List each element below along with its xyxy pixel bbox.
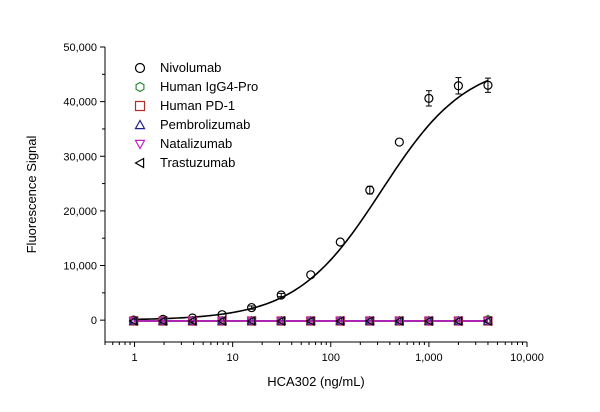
y-tick-label: 0 <box>91 315 97 327</box>
data-point <box>423 317 434 327</box>
data-point <box>217 317 228 327</box>
legend-label: Nivolumab <box>160 60 221 75</box>
data-point <box>482 317 493 327</box>
x-tick-label: 10,000 <box>510 352 544 364</box>
legend-marker <box>135 81 145 93</box>
data-point <box>394 137 404 147</box>
legend-marker <box>134 139 146 150</box>
legend-label: Human IgG4-Pro <box>160 79 258 94</box>
data-point <box>335 316 345 326</box>
data-point <box>276 290 286 300</box>
x-tick-label: 1 <box>131 352 137 364</box>
legend: Nivolumab Human IgG4-Pro Human PD-1 Pembrol… <box>134 60 258 170</box>
data-point <box>247 302 257 313</box>
data-point <box>306 270 316 280</box>
data-point <box>157 317 169 327</box>
data-point <box>246 315 256 326</box>
data-point <box>129 316 139 326</box>
data-point <box>453 316 464 326</box>
data-point <box>187 317 198 327</box>
data-point <box>335 237 345 247</box>
x-tick-label: 10 <box>227 352 239 364</box>
axes: 0 10,000 20,000 30,000 40,000 50,000 1 10 100 1,0… <box>63 42 543 364</box>
data-point <box>276 316 286 326</box>
data-point <box>365 185 375 195</box>
data-point <box>453 81 464 91</box>
data-point <box>483 316 493 326</box>
data-point <box>247 316 257 326</box>
legend-label: Pembrolizumab <box>160 117 250 132</box>
data-point <box>275 315 285 326</box>
y-tick-label: 40,000 <box>63 97 97 109</box>
data-point <box>217 316 227 326</box>
data-point <box>394 316 404 326</box>
data-point <box>483 80 493 90</box>
data-point <box>128 315 138 326</box>
legend-marker <box>134 62 146 74</box>
data-point <box>365 316 375 326</box>
x-axis-title: HCA302 (ng/mL) <box>267 374 365 389</box>
legend-marker <box>134 119 146 130</box>
data-point <box>187 316 198 326</box>
data-point <box>305 317 316 327</box>
data-point <box>187 315 197 326</box>
legend-label: Natalizumab <box>160 136 232 151</box>
data-point <box>423 315 433 326</box>
data-point <box>246 317 257 327</box>
data-point <box>424 93 434 103</box>
data-point <box>424 316 434 326</box>
y-tick-label: 20,000 <box>63 206 97 218</box>
y-tick-label: 10,000 <box>63 261 97 273</box>
data-point <box>394 315 404 326</box>
legend-label: Trastuzumab <box>160 155 235 170</box>
data-point <box>453 317 464 327</box>
data-point <box>276 317 287 327</box>
x-tick-label: 100 <box>322 352 340 364</box>
legend-label: Human PD-1 <box>160 98 235 113</box>
data-point <box>305 315 315 326</box>
data-point <box>335 317 346 327</box>
data-point <box>364 317 375 327</box>
y-axis-title: Fluorescence Signal <box>24 135 39 253</box>
data-point <box>394 317 405 327</box>
y-tick-label: 50,000 <box>63 42 97 54</box>
data-point <box>364 315 374 326</box>
data-point <box>157 315 167 326</box>
data-point <box>335 315 345 326</box>
data-point <box>158 316 168 326</box>
data-point <box>128 317 139 327</box>
data-points <box>128 77 493 327</box>
legend-marker <box>134 100 146 112</box>
y-tick-label: 30,000 <box>63 151 97 163</box>
legend-marker <box>134 157 145 169</box>
data-point <box>482 315 492 326</box>
x-tick-label: 1,000 <box>415 352 443 364</box>
data-point <box>453 315 463 326</box>
data-point <box>306 316 316 326</box>
data-point <box>216 315 226 326</box>
